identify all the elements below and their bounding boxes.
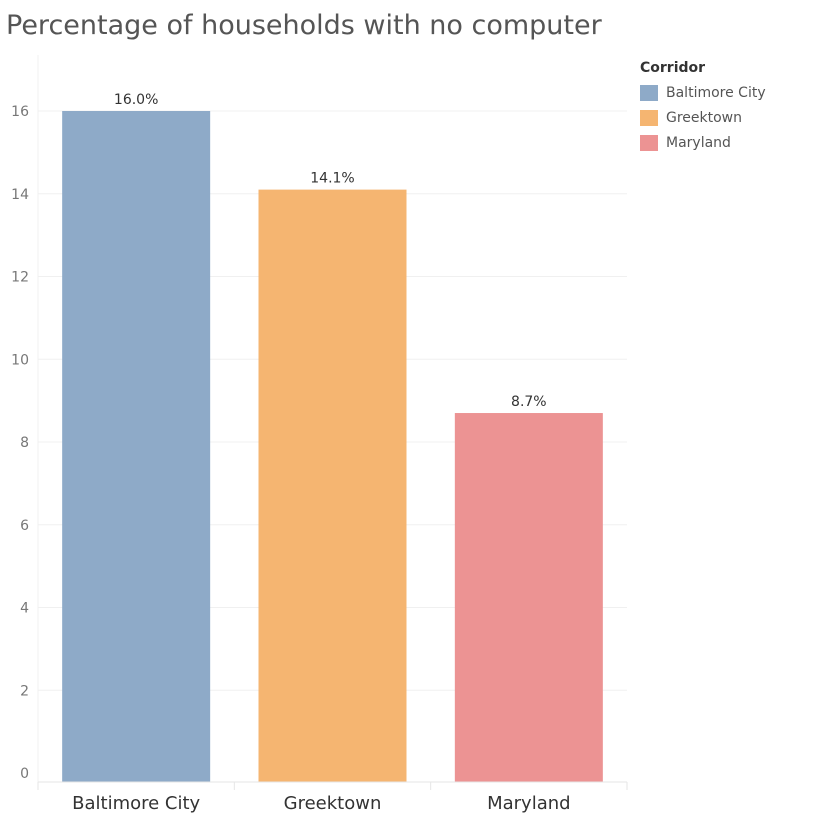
y-tick-label: 6 <box>20 518 29 534</box>
y-tick-label: 0 <box>20 766 29 782</box>
legend-swatch <box>640 84 658 101</box>
y-tick-label: 16 <box>11 104 29 120</box>
y-axis: 0 2 4 6 8 10 12 14 16 <box>11 104 29 782</box>
legend-item[interactable]: Greektown <box>640 105 766 130</box>
legend-title: Corridor <box>640 60 706 76</box>
bar <box>62 111 211 782</box>
legend-item[interactable]: Maryland <box>640 130 766 155</box>
x-axis: Baltimore City Greektown Maryland <box>37 781 628 814</box>
chart-title: Percentage of households with no compute… <box>6 10 602 41</box>
legend: Corridor Baltimore City Greektown Maryland <box>640 60 766 155</box>
bar <box>454 413 603 782</box>
legend-item[interactable]: Baltimore City <box>640 80 766 105</box>
x-tick-label: Maryland <box>487 793 570 814</box>
y-tick-label: 10 <box>11 352 29 368</box>
bar <box>258 189 407 783</box>
y-tick-label: 2 <box>20 683 29 699</box>
x-tick-label: Greektown <box>284 793 382 814</box>
bars <box>62 111 603 783</box>
y-tick-label: 4 <box>20 601 29 617</box>
data-label: 8.7% <box>511 394 547 410</box>
legend-label: Maryland <box>666 134 731 151</box>
data-labels: 16.0% 14.1% 8.7% <box>114 92 547 410</box>
x-tick-label: Baltimore City <box>72 793 200 814</box>
legend-label: Greektown <box>666 109 743 126</box>
legend-label: Baltimore City <box>666 84 766 101</box>
y-tick-label: 8 <box>20 435 29 451</box>
legend-swatch <box>640 109 658 126</box>
data-label: 14.1% <box>310 171 354 187</box>
data-label: 16.0% <box>114 92 158 108</box>
legend-items: Baltimore City Greektown Maryland <box>640 80 766 155</box>
y-tick-label: 12 <box>11 270 29 286</box>
y-tick-label: 14 <box>11 187 29 203</box>
legend-swatch <box>640 134 658 151</box>
